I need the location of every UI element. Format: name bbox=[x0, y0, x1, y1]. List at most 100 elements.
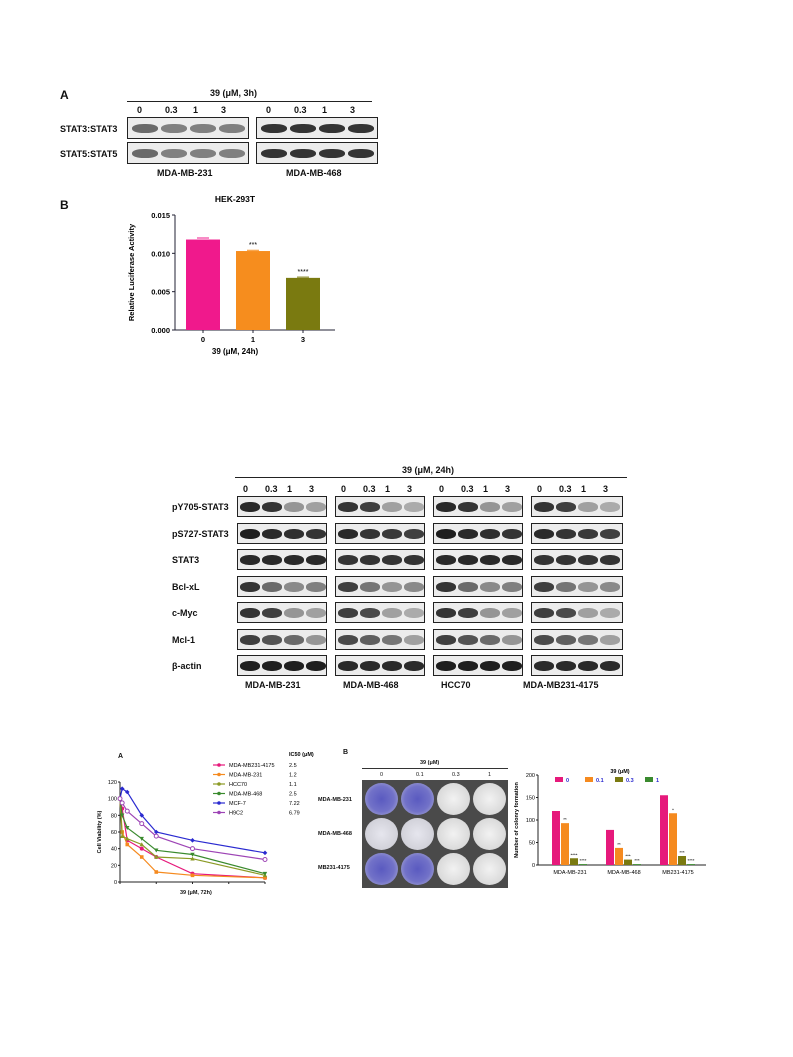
blot-band bbox=[436, 661, 456, 671]
significance-label: **** bbox=[579, 858, 586, 863]
blot-band bbox=[534, 528, 554, 539]
blot-band bbox=[219, 149, 245, 158]
blot-band bbox=[284, 528, 304, 539]
legend-label: 0 bbox=[566, 778, 569, 784]
y-axis-label: Cell Viability (%) bbox=[97, 810, 103, 853]
significance-label: *** bbox=[249, 242, 257, 249]
bar bbox=[633, 864, 641, 865]
row-label: c-Myc bbox=[172, 608, 198, 618]
x-tick-label: MDA-MB-468 bbox=[607, 870, 640, 876]
blot-band bbox=[284, 555, 304, 565]
blot-band bbox=[436, 608, 456, 618]
blot-band bbox=[338, 528, 358, 539]
big-blot-treatment: 39 (μM, 24h) bbox=[402, 465, 455, 475]
blot-band bbox=[404, 661, 424, 671]
row-label: MDA-MB-231 bbox=[318, 797, 352, 803]
blot-band bbox=[240, 661, 260, 671]
dose-label: 3 bbox=[350, 105, 356, 115]
y-tick-label: 150 bbox=[526, 796, 535, 802]
blot-band bbox=[360, 634, 380, 645]
data-point bbox=[117, 796, 123, 802]
blot-strip bbox=[127, 142, 249, 164]
blot-strip bbox=[531, 575, 623, 597]
blot-band bbox=[480, 502, 500, 512]
blot-strip bbox=[335, 522, 425, 544]
dose-label: 3 bbox=[505, 484, 511, 494]
legend-label: MDA-MB231-4175 bbox=[229, 763, 275, 769]
ic50-value: 1.1 bbox=[289, 782, 297, 788]
blot-band bbox=[556, 528, 576, 539]
blot-band bbox=[262, 661, 282, 671]
blot-band bbox=[348, 149, 374, 158]
blot-band bbox=[600, 634, 620, 645]
x-tick-label: MB231-4175 bbox=[662, 870, 694, 876]
blot-band bbox=[284, 502, 304, 512]
x-tick-label: MDA-MB-231 bbox=[553, 870, 586, 876]
legend-swatch bbox=[615, 777, 623, 782]
data-point bbox=[125, 836, 130, 841]
blot-strip bbox=[531, 496, 623, 517]
dose-label: 1 bbox=[488, 772, 492, 778]
blot-band bbox=[404, 528, 424, 539]
blot-strip bbox=[531, 628, 623, 650]
legend-label: 0.3 bbox=[626, 778, 634, 784]
blot-band bbox=[578, 608, 598, 618]
blot-strip bbox=[433, 628, 523, 650]
row-label: MDA-MB-468 bbox=[318, 831, 352, 837]
bar bbox=[552, 811, 560, 865]
legend-label: 1 bbox=[656, 778, 659, 784]
blot-band bbox=[458, 555, 478, 565]
blot-band bbox=[284, 661, 304, 671]
blot-band bbox=[262, 555, 282, 565]
blot-strip bbox=[256, 117, 378, 139]
dose-label: 1 bbox=[287, 484, 293, 494]
blot-strip bbox=[237, 522, 327, 544]
row-label: pS727-STAT3 bbox=[172, 528, 229, 539]
blot-band bbox=[480, 528, 500, 539]
dose-label: 0.3 bbox=[165, 105, 178, 115]
significance-label: *** bbox=[679, 850, 685, 855]
blot-band bbox=[556, 581, 576, 592]
colony-plate bbox=[365, 853, 398, 885]
blot-band bbox=[306, 502, 326, 512]
blot-strip bbox=[335, 549, 425, 570]
dose-label: 0.1 bbox=[416, 772, 424, 778]
blot-band bbox=[458, 608, 478, 618]
blot-band bbox=[534, 634, 554, 645]
blot-band bbox=[534, 502, 554, 512]
colony-plate bbox=[401, 818, 434, 850]
blot-band bbox=[382, 528, 402, 539]
row-label: Mcl-1 bbox=[172, 634, 196, 645]
blot-band bbox=[338, 608, 358, 618]
dose-label: 0.3 bbox=[294, 105, 307, 115]
legend-marker bbox=[217, 791, 221, 796]
legend-swatch bbox=[645, 777, 653, 782]
blot-band bbox=[556, 608, 576, 618]
row-label: pY705-STAT3 bbox=[172, 502, 229, 512]
cell-line-label: HCC70 bbox=[441, 680, 471, 690]
legend-marker bbox=[217, 763, 221, 767]
blot-band bbox=[382, 555, 402, 565]
data-point bbox=[262, 857, 268, 862]
blot-band bbox=[262, 528, 282, 539]
data-point bbox=[139, 855, 144, 859]
data-point bbox=[190, 838, 195, 843]
blot-band bbox=[261, 124, 287, 133]
blot-band bbox=[338, 555, 358, 565]
blot-band bbox=[262, 608, 282, 618]
colony-chart: 0 50 100 150 200 Number of colonry formation 3… bbox=[514, 769, 706, 876]
blot-band bbox=[306, 608, 326, 618]
colony-plate bbox=[473, 818, 506, 850]
blot-band bbox=[306, 581, 326, 592]
row-label: STAT5:STAT5 bbox=[60, 149, 118, 159]
dose-label: 1 bbox=[483, 484, 489, 494]
y-tick-label: 0 bbox=[532, 863, 535, 869]
legend-label: H9C2 bbox=[229, 811, 243, 817]
data-point bbox=[124, 808, 130, 814]
blot-band bbox=[480, 555, 500, 565]
blot-band bbox=[502, 502, 522, 512]
dose-label: 0 bbox=[137, 105, 143, 115]
blot-band bbox=[556, 661, 576, 671]
data-point bbox=[154, 854, 159, 859]
bar bbox=[561, 823, 569, 865]
